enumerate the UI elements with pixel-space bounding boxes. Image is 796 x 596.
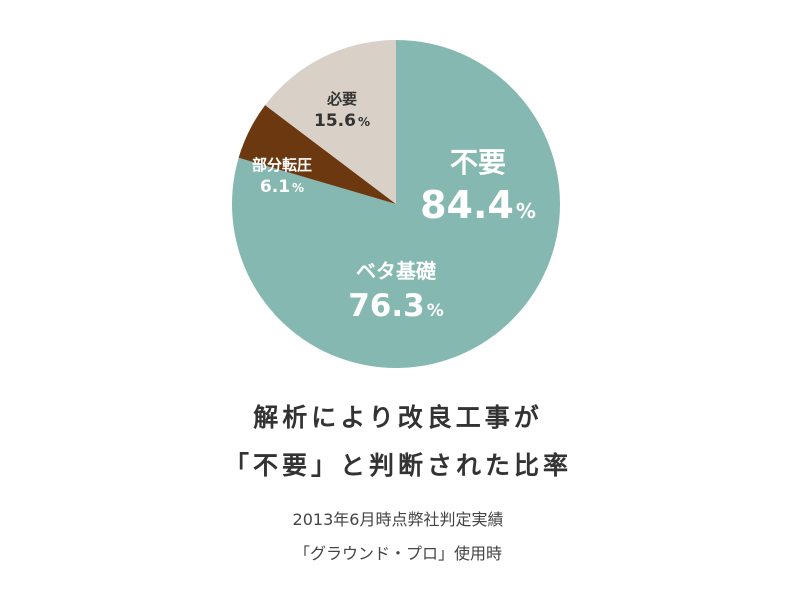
pie-slice-2	[265, 40, 396, 204]
slice-label-bubun-tenatsu-name: 部分転圧	[252, 156, 312, 174]
slice-label-bubun-tenatsu: 部分転圧 6.1%	[252, 156, 312, 197]
pie-slice-0	[231, 40, 560, 368]
chart-title-line-1: 解析により改良工事が	[253, 403, 543, 432]
slice-label-bubun-tenatsu-value: 6.1%	[260, 177, 304, 197]
pie-chart: 不要 84.4 % 部分転圧 6.1 % 必要 15.6 % ベタ基礎 76.3%	[231, 40, 560, 368]
chart-condition-note: 「グラウンド・プロ」使用時	[293, 544, 502, 563]
chart-title-line-2: 「不要」と判断された比率	[223, 451, 572, 480]
slice-label-hitsuyou: 必要 15.6%	[314, 90, 370, 131]
slice-label-fuyou: 不要 84.4%	[420, 146, 536, 227]
slice-label-beta-kiso-value: 76.3%	[348, 288, 444, 324]
chart-source-note: 2013年6月時点弊社判定実績	[292, 510, 504, 529]
slice-label-beta-kiso-name: ベタ基礎	[356, 259, 437, 283]
slice-label-hitsuyou-name: 必要	[326, 90, 357, 108]
pie-slice-1	[238, 105, 396, 204]
slice-label-fuyou-name: 不要	[450, 146, 506, 179]
slice-label-beta-kiso: ベタ基礎 76.3%	[348, 259, 444, 324]
slice-label-hitsuyou-value: 15.6%	[314, 111, 370, 131]
slice-label-fuyou-value: 84.4%	[420, 183, 536, 227]
